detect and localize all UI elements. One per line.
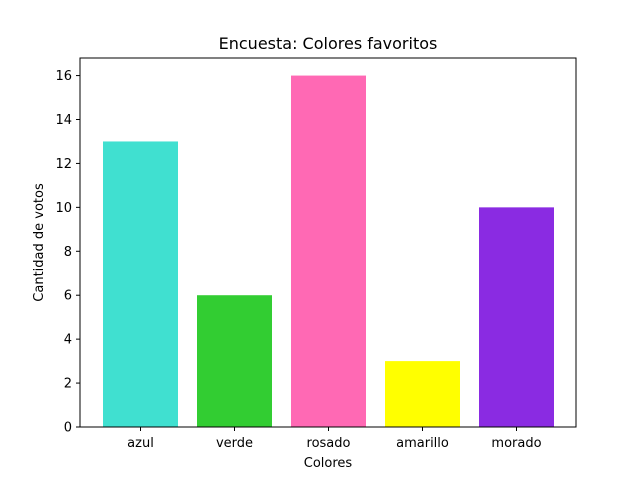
y-axis-label: Cantidad de votos (32, 183, 47, 302)
x-tick-label-rosado: rosado (307, 436, 351, 451)
plot-frame (79, 57, 577, 428)
y-axis: 0 2 4 6 8 10 12 14 16 (55, 69, 80, 436)
x-tick-label-amarillo: amarillo (396, 436, 449, 451)
x-axis: azul verde rosado amarillo morado (127, 427, 542, 451)
y-tick-label-16: 16 (55, 69, 72, 84)
y-tick-label-12: 12 (55, 157, 72, 172)
y-tick-label-10: 10 (55, 201, 72, 216)
y-tick-label-14: 14 (55, 113, 72, 128)
x-axis-label: Colores (304, 456, 353, 471)
bar-amarillo (385, 361, 460, 427)
y-tick-label-2: 2 (64, 377, 72, 392)
y-tick-label-8: 8 (64, 245, 72, 260)
bars-group (103, 75, 554, 427)
bar-azul (103, 141, 178, 427)
x-tick-label-morado: morado (491, 436, 541, 451)
bar-morado (479, 207, 554, 427)
x-tick-label-azul: azul (127, 436, 154, 451)
y-tick-label-6: 6 (64, 289, 72, 304)
y-tick-label-4: 4 (64, 333, 72, 348)
y-tick-label-0: 0 (64, 421, 72, 436)
bar-verde (197, 295, 272, 427)
x-tick-label-verde: verde (216, 436, 253, 451)
chart-title: Encuesta: Colores favoritos (219, 34, 438, 53)
bar-rosado (291, 75, 366, 427)
